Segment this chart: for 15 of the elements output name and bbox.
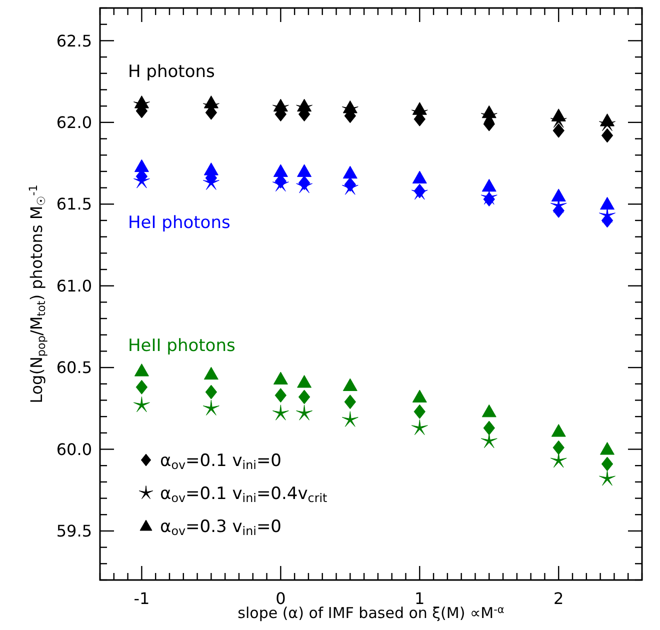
y-tick-label: 62.0 xyxy=(56,113,92,132)
legend-label: α$_{ov}$=0.1 v$_{ini}$=0.4v$_{crit}$ xyxy=(160,484,328,505)
x-tick-label: -1 xyxy=(134,589,150,608)
x-tick-label: 2 xyxy=(554,589,564,608)
annotation: H photons xyxy=(128,62,215,82)
y-tick-label: 61.5 xyxy=(56,194,92,214)
legend-label: α$_{ov}$=0.3 v$_{ini}$=0 xyxy=(160,516,282,538)
y-tick-label: 59.5 xyxy=(56,522,92,541)
y-tick-label: 62.5 xyxy=(56,31,92,50)
legend-label: α$_{ov}$=0.1 v$_{ini}$=0 xyxy=(160,450,282,472)
annotation: HeII photons xyxy=(128,336,236,356)
y-tick-label: 61.0 xyxy=(56,276,92,296)
y-tick-label: 60.0 xyxy=(56,440,92,459)
y-tick-label: 60.5 xyxy=(56,358,92,378)
annotation: HeI photons xyxy=(128,212,230,233)
